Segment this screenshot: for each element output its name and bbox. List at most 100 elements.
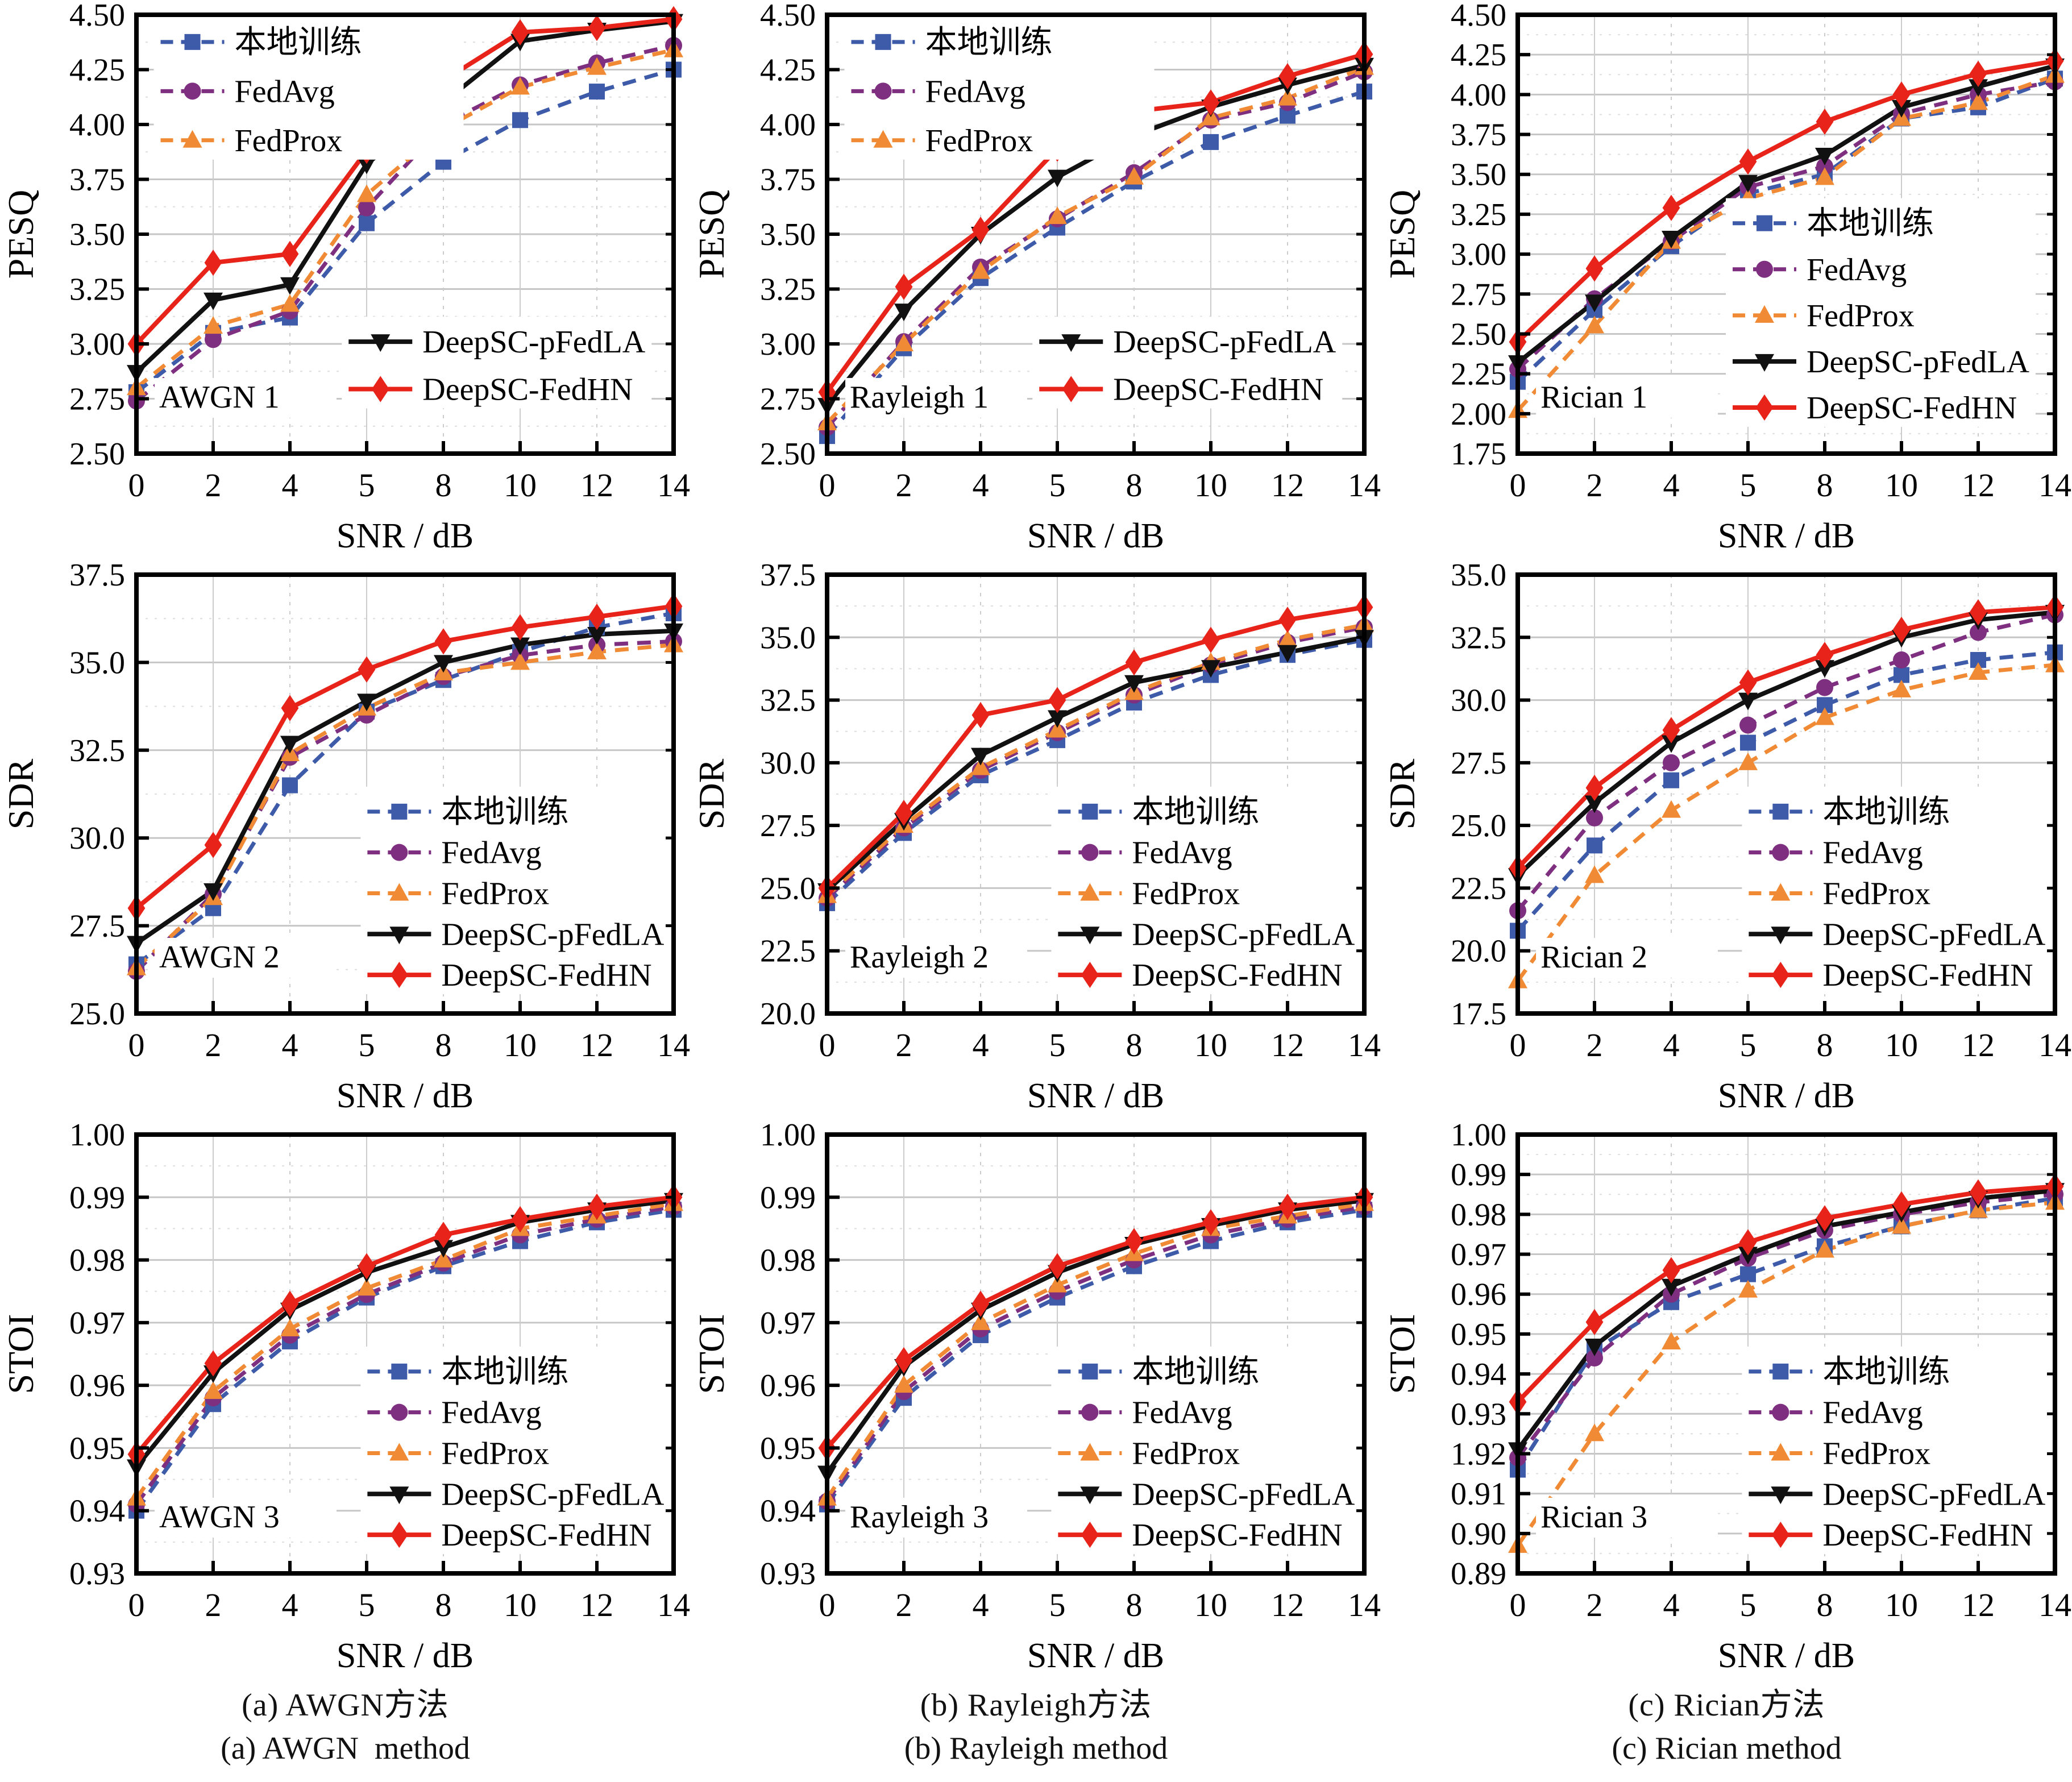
svg-text:DeepSC-FedHN: DeepSC-FedHN (1113, 372, 1323, 408)
svg-text:4: 4 (282, 467, 298, 504)
svg-text:DeepSC-FedHN: DeepSC-FedHN (441, 1518, 651, 1553)
svg-text:5: 5 (1740, 467, 1757, 504)
svg-text:STOI: STOI (1382, 1314, 1422, 1394)
svg-text:4: 4 (1663, 1027, 1680, 1064)
caption-awgn: (a) AWGN方法 (a) AWGN method (0, 1680, 691, 1782)
svg-text:4.25: 4.25 (69, 53, 125, 88)
svg-text:10: 10 (1885, 467, 1918, 504)
caption-row: (a) AWGN方法 (a) AWGN method (b) Rayleigh方… (0, 1680, 2072, 1782)
svg-text:本地训练: 本地训练 (1132, 795, 1259, 830)
svg-text:4: 4 (973, 1586, 989, 1623)
svg-text:14: 14 (657, 1586, 690, 1623)
svg-text:FedAvg: FedAvg (1822, 1395, 1922, 1431)
svg-text:5: 5 (359, 467, 375, 504)
svg-text:5: 5 (1049, 467, 1066, 504)
svg-text:0: 0 (128, 1586, 145, 1623)
svg-text:3.50: 3.50 (1451, 157, 1506, 193)
svg-text:DeepSC-pFedLA: DeepSC-pFedLA (441, 917, 665, 952)
svg-text:FedAvg: FedAvg (441, 1395, 541, 1431)
svg-text:1.92: 1.92 (1451, 1436, 1506, 1472)
svg-text:FedAvg: FedAvg (235, 74, 335, 109)
svg-text:8: 8 (435, 467, 452, 504)
svg-text:SNR / dB: SNR / dB (1718, 517, 1855, 555)
svg-text:0: 0 (819, 467, 836, 504)
svg-text:Rayleigh 3: Rayleigh 3 (850, 1499, 989, 1535)
svg-text:0.95: 0.95 (760, 1431, 816, 1466)
svg-text:本地训练: 本地训练 (1822, 795, 1950, 830)
svg-text:10: 10 (1194, 467, 1227, 504)
svg-text:0.93: 0.93 (69, 1556, 125, 1592)
svg-text:FedAvg: FedAvg (1132, 836, 1232, 871)
chart-pesq-awgn: 本地训练 FedAvg FedProx DeepSC-pFedLA DeepSC-Fed… (0, 0, 691, 560)
svg-text:14: 14 (1348, 467, 1381, 504)
svg-text:0: 0 (1510, 1027, 1526, 1064)
svg-text:2: 2 (205, 1027, 222, 1064)
svg-text:DeepSC-FedHN: DeepSC-FedHN (1822, 958, 2033, 993)
svg-text:4: 4 (282, 1586, 298, 1623)
svg-text:32.5: 32.5 (760, 683, 816, 718)
svg-text:2: 2 (896, 467, 912, 504)
svg-text:0.98: 0.98 (69, 1243, 125, 1278)
svg-text:4: 4 (973, 467, 989, 504)
svg-text:PESQ: PESQ (1382, 190, 1422, 279)
svg-text:0.98: 0.98 (760, 1243, 816, 1278)
svg-text:FedAvg: FedAvg (925, 74, 1025, 109)
svg-text:25.0: 25.0 (760, 871, 816, 906)
svg-text:2.50: 2.50 (760, 437, 816, 472)
svg-text:0.95: 0.95 (69, 1431, 125, 1466)
chart-sdr-awgn: 本地训练 FedAvg FedProx DeepSC-pFedLA DeepSC-Fed… (0, 560, 691, 1120)
svg-text:DeepSC-FedHN: DeepSC-FedHN (1822, 1518, 2033, 1553)
svg-text:20.0: 20.0 (1451, 934, 1506, 969)
svg-text:10: 10 (1885, 1586, 1918, 1623)
svg-text:SDR: SDR (1, 758, 41, 829)
svg-text:0: 0 (1510, 1586, 1526, 1623)
svg-text:3.00: 3.00 (1451, 237, 1506, 272)
svg-text:0.93: 0.93 (760, 1556, 816, 1592)
svg-text:FedAvg: FedAvg (1807, 252, 1907, 288)
svg-text:0: 0 (819, 1586, 836, 1623)
svg-text:0.96: 0.96 (760, 1368, 816, 1403)
svg-text:DeepSC-FedHN: DeepSC-FedHN (1132, 1518, 1342, 1553)
svg-text:2.75: 2.75 (760, 382, 816, 417)
svg-text:FedProx: FedProx (1807, 298, 1915, 334)
svg-text:DeepSC-pFedLA: DeepSC-pFedLA (1807, 344, 2030, 380)
chart-sdr-rayleigh: 本地训练 FedAvg FedProx DeepSC-pFedLA DeepSC-Fed… (691, 560, 1381, 1120)
svg-text:DeepSC-pFedLA: DeepSC-pFedLA (1822, 1477, 2046, 1512)
svg-text:本地训练: 本地训练 (1807, 206, 1934, 242)
svg-text:SNR / dB: SNR / dB (1027, 1636, 1164, 1675)
svg-text:5: 5 (359, 1027, 375, 1064)
svg-text:SDR: SDR (691, 758, 732, 829)
svg-text:2.25: 2.25 (1451, 357, 1506, 392)
chart-stoi-awgn: 本地训练 FedAvg FedProx DeepSC-pFedLA DeepSC-Fed… (0, 1120, 691, 1680)
svg-text:AWGN 3: AWGN 3 (159, 1499, 280, 1535)
svg-text:2: 2 (205, 1586, 222, 1623)
svg-text:2.00: 2.00 (1451, 397, 1506, 432)
svg-text:0.96: 0.96 (69, 1368, 125, 1403)
svg-text:2.50: 2.50 (1451, 317, 1506, 352)
svg-text:0.99: 0.99 (69, 1180, 125, 1215)
svg-text:12: 12 (1271, 1027, 1304, 1064)
svg-text:27.5: 27.5 (1451, 746, 1506, 781)
svg-text:STOI: STOI (691, 1314, 732, 1394)
svg-text:3.25: 3.25 (760, 272, 816, 308)
svg-text:4.50: 4.50 (1451, 0, 1506, 33)
chart-sdr-rician: 本地训练 FedAvg FedProx DeepSC-pFedLA DeepSC-Fed… (1381, 560, 2072, 1120)
svg-text:4.00: 4.00 (1451, 77, 1506, 113)
caption-rayleigh: (b) Rayleigh方法 (b) Rayleigh method (691, 1680, 1381, 1782)
svg-text:8: 8 (1817, 1027, 1833, 1064)
svg-text:本地训练: 本地训练 (1822, 1355, 1950, 1390)
svg-text:8: 8 (435, 1586, 452, 1623)
svg-text:32.5: 32.5 (69, 733, 125, 769)
svg-text:AWGN 2: AWGN 2 (159, 940, 280, 975)
svg-text:8: 8 (1126, 467, 1143, 504)
svg-text:2.75: 2.75 (1451, 277, 1506, 312)
svg-text:10: 10 (504, 1027, 537, 1064)
svg-text:8: 8 (1817, 467, 1833, 504)
svg-text:FedProx: FedProx (441, 1436, 549, 1471)
caption-awgn-zh: (a) AWGN方法 (242, 1688, 449, 1723)
svg-text:3.75: 3.75 (760, 163, 816, 198)
caption-awgn-en: (a) AWGN method (221, 1730, 470, 1766)
svg-text:0.91: 0.91 (1451, 1477, 1506, 1512)
svg-text:8: 8 (1126, 1586, 1143, 1623)
svg-text:SDR: SDR (1382, 758, 1422, 829)
